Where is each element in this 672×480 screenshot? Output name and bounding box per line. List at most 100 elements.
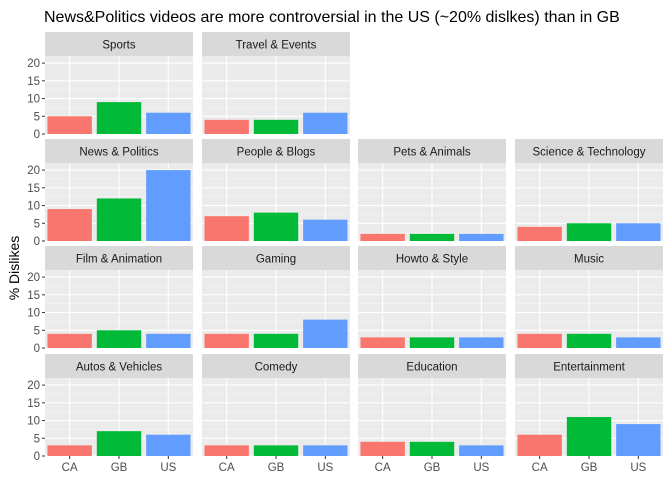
bar-howto-style-gb [409, 337, 455, 348]
bar-travel-events-us [303, 112, 348, 134]
facet-strip [45, 354, 193, 378]
bar-science-technology-gb [566, 223, 612, 241]
facet-strip [358, 354, 506, 378]
x-tick-label: GB [268, 462, 285, 474]
facet-education: Education CA GB US [358, 354, 506, 474]
bar-sports-us [146, 112, 191, 134]
bar-music-us [616, 337, 661, 348]
bar-comedy-gb [253, 445, 299, 456]
bar-music-ca [517, 333, 562, 348]
facet-howto-style: Howto & Style [358, 246, 506, 349]
bar-education-us [459, 445, 504, 456]
facet-label: Education [406, 362, 457, 374]
bar-pets-animals-gb [409, 233, 455, 241]
y-tick-label: 20 [27, 380, 40, 392]
facet-label: News & Politics [79, 147, 158, 159]
bar-news-politics-us [146, 170, 191, 241]
y-tick-label: 5 [34, 325, 40, 337]
bar-news-politics-gb [96, 198, 142, 241]
facet-strip [515, 246, 663, 270]
bar-sports-gb [96, 102, 142, 134]
bar-howto-style-us [459, 337, 504, 348]
bar-comedy-ca [204, 445, 249, 456]
bar-entertainment-gb [566, 417, 612, 456]
bar-science-technology-ca [517, 226, 562, 241]
x-tick-label: US [473, 462, 489, 474]
facet-label: Comedy [255, 362, 298, 374]
bar-howto-style-ca [360, 337, 405, 348]
bar-people-blogs-us [303, 219, 348, 241]
facet-strip [202, 246, 350, 270]
facet-label: Gaming [256, 254, 296, 266]
bar-pets-animals-us [459, 233, 504, 241]
bar-travel-events-gb [253, 119, 299, 134]
facet-music: Music [515, 246, 663, 349]
facet-strip [45, 139, 193, 163]
facet-strip [515, 139, 663, 163]
facet-autos-vehicles: Autos & Vehicles 0 5 10 15 20 CA GB US [27, 354, 193, 474]
facet-label: Pets & Animals [393, 147, 471, 159]
facet-strip [45, 246, 193, 270]
x-tick-label: GB [424, 462, 441, 474]
bar-autos-vehicles-gb [96, 431, 142, 456]
facet-strip [202, 32, 350, 56]
bar-gaming-ca [204, 333, 249, 348]
facet-strip [358, 246, 506, 270]
facet-strip [202, 139, 350, 163]
bar-comedy-us [303, 445, 348, 456]
y-tick-label: 10 [27, 416, 40, 428]
facet-entertainment: Entertainment CA GB US [515, 354, 663, 474]
y-tick-label: 5 [34, 218, 40, 230]
facet-people-blogs: People & Blogs [202, 139, 350, 242]
bar-entertainment-ca [517, 434, 562, 456]
y-tick-label: 15 [27, 76, 40, 88]
facet-label: Music [574, 254, 604, 266]
facet-news-politics: News & Politics 0 5 10 15 20 [27, 139, 193, 248]
facet-label: Howto & Style [396, 254, 468, 266]
y-tick-label: 5 [34, 433, 40, 445]
y-tick-label: 10 [27, 94, 40, 106]
bar-people-blogs-gb [253, 212, 299, 241]
x-tick-label: CA [62, 462, 78, 474]
bar-education-ca [360, 441, 405, 456]
x-tick-label: US [630, 462, 646, 474]
bar-music-gb [566, 333, 612, 348]
y-tick-label: 20 [27, 165, 40, 177]
facet-label: Autos & Vehicles [76, 362, 163, 374]
y-tick-label: 0 [34, 129, 40, 141]
facet-label: Sports [102, 40, 135, 52]
bar-education-gb [409, 441, 455, 456]
facet-travel-events: Travel & Events [202, 32, 350, 135]
facet-strip [45, 32, 193, 56]
y-tick-label: 10 [27, 201, 40, 213]
x-tick-label: CA [375, 462, 391, 474]
x-tick-label: GB [111, 462, 128, 474]
facet-panels: Sports 0 5 10 15 20 Travel & Events News & Poli… [27, 32, 663, 474]
bar-gaming-us [303, 319, 348, 348]
y-tick-label: 0 [34, 343, 40, 355]
bar-sports-ca [47, 116, 92, 134]
facet-pets-animals: Pets & Animals [358, 139, 506, 242]
facet-science-technology: Science & Technology [515, 139, 663, 242]
y-axis-title: % Dislikes [6, 236, 22, 301]
facet-label: Science & Technology [533, 147, 646, 159]
facet-label: Film & Animation [76, 254, 162, 266]
facet-sports: Sports 0 5 10 15 20 [27, 32, 193, 141]
y-tick-label: 15 [27, 183, 40, 195]
x-tick-label: CA [219, 462, 235, 474]
bar-people-blogs-ca [204, 216, 249, 241]
y-tick-label: 15 [27, 290, 40, 302]
bar-pets-animals-ca [360, 233, 405, 241]
y-tick-label: 10 [27, 308, 40, 320]
bar-news-politics-ca [47, 209, 92, 241]
bar-autos-vehicles-us [146, 434, 191, 456]
bar-film-animation-ca [47, 333, 92, 348]
facet-gaming: Gaming [202, 246, 350, 349]
bar-science-technology-us [616, 223, 661, 241]
y-tick-label: 20 [27, 58, 40, 70]
bar-autos-vehicles-ca [47, 445, 92, 456]
bar-gaming-gb [253, 333, 299, 348]
facet-film-animation: Film & Animation 0 5 10 15 20 [27, 246, 193, 355]
bar-entertainment-us [616, 424, 661, 456]
y-tick-label: 5 [34, 111, 40, 123]
